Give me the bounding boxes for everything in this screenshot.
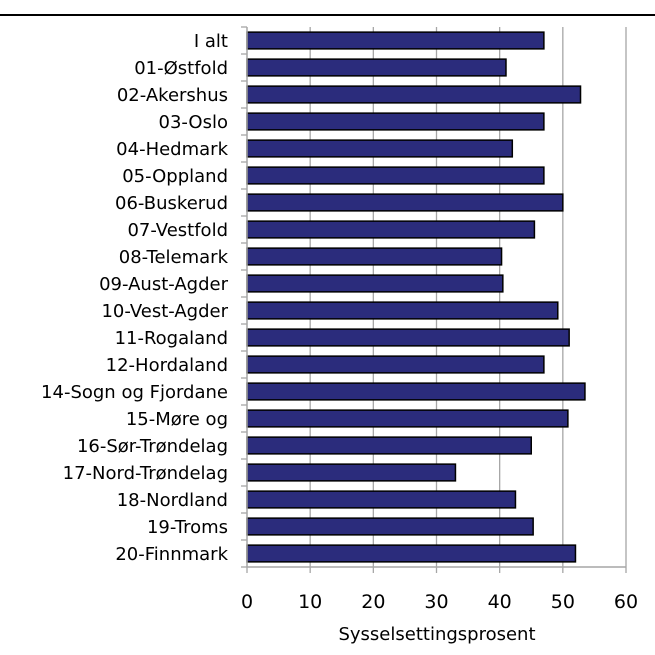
- x-tick-label: 50: [551, 591, 575, 613]
- category-label: 17-Nord-Trøndelag: [63, 463, 228, 484]
- category-label: 09-Aust-Agder: [99, 274, 229, 295]
- bar: [246, 328, 570, 347]
- category-label: 05-Oppland: [122, 166, 228, 187]
- x-tick-labels: 0 10 20 30 40 50 60: [241, 591, 638, 613]
- bar: [246, 31, 545, 50]
- top-rule: [0, 14, 655, 16]
- category-label: 20-Finnmark: [115, 544, 228, 565]
- category-labels: I alt 01-Østfold 02-Akershus 03-Oslo 04-Hedm…: [41, 31, 229, 565]
- category-label: I alt: [194, 31, 228, 52]
- category-label: 11-Rogaland: [115, 328, 228, 349]
- bars: [246, 31, 586, 563]
- bar: [246, 436, 532, 455]
- category-label: 07-Vestfold: [127, 220, 228, 241]
- category-label: 08-Telemark: [119, 247, 229, 268]
- bar: [246, 58, 507, 77]
- bar: [246, 85, 582, 104]
- bar: [246, 112, 545, 131]
- category-label: 01-Østfold: [134, 58, 228, 79]
- category-label: 06-Buskerud: [115, 193, 228, 214]
- x-tick-label: 30: [424, 591, 448, 613]
- x-tick-label: 20: [361, 591, 385, 613]
- bar: [246, 490, 517, 509]
- category-label: 19-Troms: [147, 517, 228, 538]
- category-label: 15-Møre og: [126, 409, 228, 430]
- bar: [246, 247, 503, 266]
- bar: [246, 301, 559, 320]
- bar: [246, 220, 536, 239]
- category-label: 14-Sogn og Fjordane: [41, 382, 228, 403]
- bar: [246, 517, 534, 536]
- category-label: 10-Vest-Agder: [101, 301, 228, 322]
- axes: [241, 26, 627, 573]
- category-label: 03-Oslo: [159, 112, 228, 133]
- bar: [246, 463, 457, 482]
- bar: [246, 193, 564, 212]
- category-label: 16-Sør-Trøndelag: [77, 436, 228, 457]
- bar: [246, 139, 514, 158]
- category-label: 02-Akershus: [117, 85, 228, 106]
- bar: [246, 166, 545, 185]
- bar: [246, 355, 545, 374]
- bar: [246, 409, 569, 428]
- category-label: 18-Nordland: [117, 490, 228, 511]
- x-tick-label: 40: [488, 591, 512, 613]
- bar: [246, 544, 577, 563]
- x-tick-label: 0: [241, 591, 253, 613]
- bar: [246, 274, 504, 293]
- category-label: 04-Hedmark: [116, 139, 228, 160]
- x-axis-title: Sysselsettingsprosent: [338, 624, 535, 645]
- grid-lines: [309, 27, 627, 567]
- bar: [246, 382, 586, 401]
- category-label: 12-Hordaland: [106, 355, 228, 376]
- x-tick-label: 10: [298, 591, 322, 613]
- x-tick-label: 60: [614, 591, 638, 613]
